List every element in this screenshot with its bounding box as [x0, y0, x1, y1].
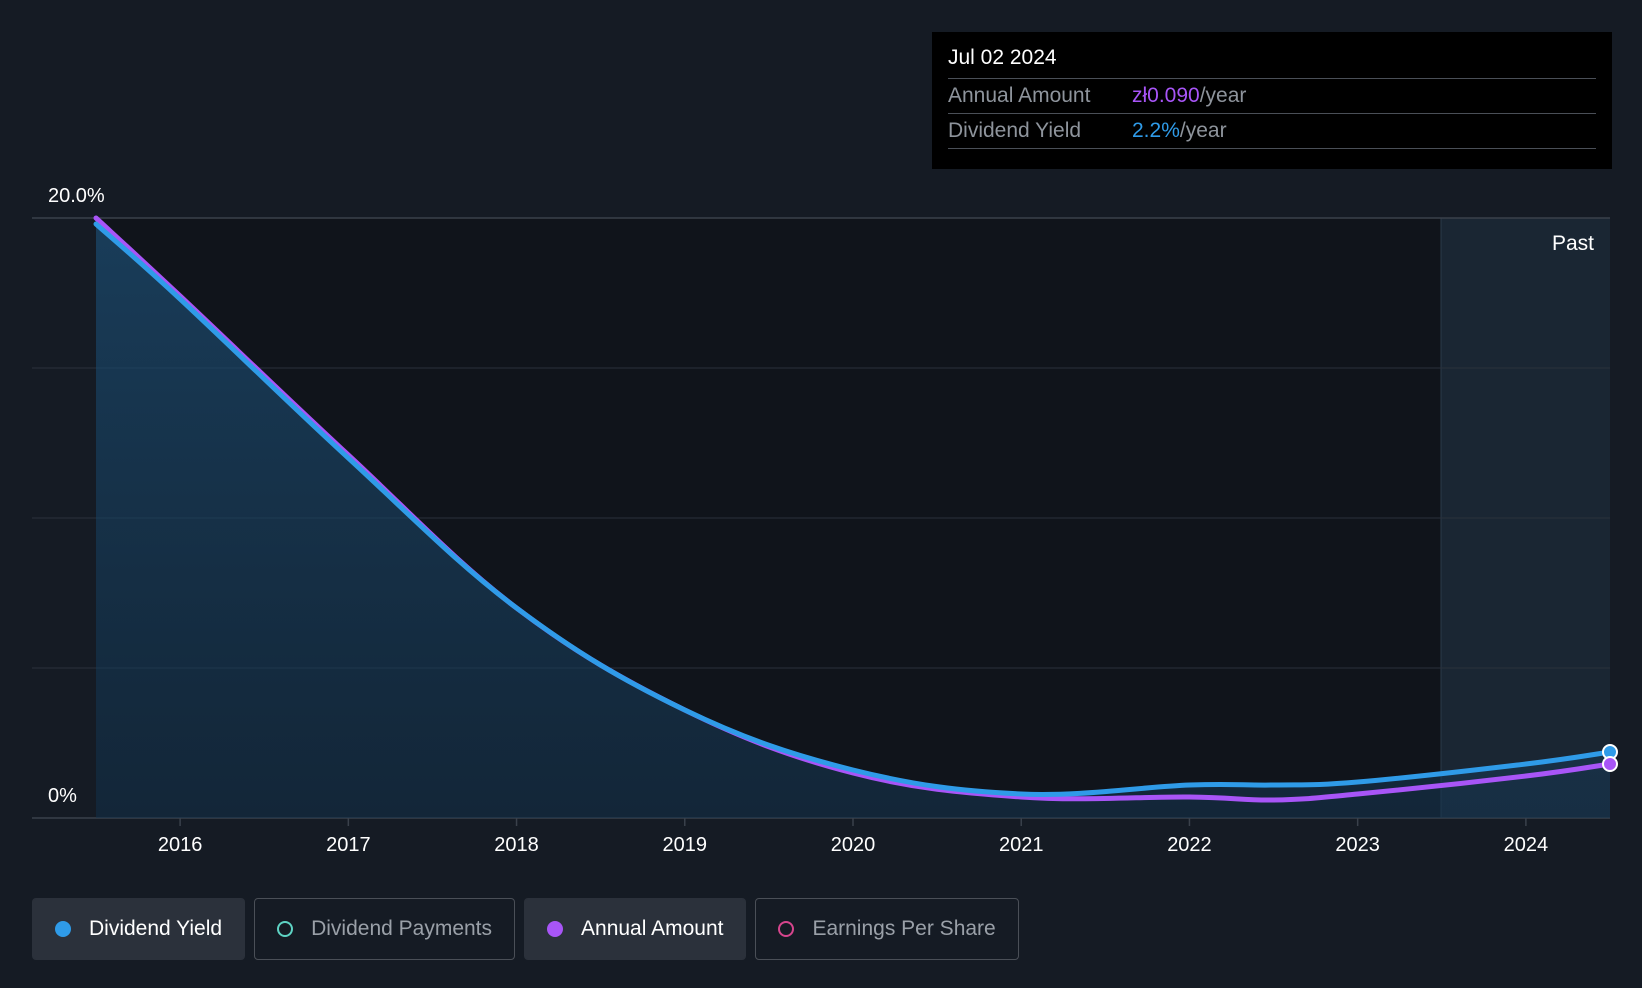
tooltip-row-dividend-yield: Dividend Yield 2.2% /year [948, 114, 1596, 149]
tooltip-label: Annual Amount [948, 84, 1091, 107]
legend-item-earnings-per-share[interactable]: Earnings Per Share [755, 898, 1019, 960]
dividend-chart: 2016 2017 2018 2019 2020 2021 2022 2023 2024 20.… [32, 185, 1618, 856]
legend-dot-icon [277, 921, 294, 937]
tooltip-value: zł0.090 [1132, 84, 1200, 107]
x-tick-label: 2017 [326, 834, 371, 856]
legend-item-dividend-payments[interactable]: Dividend Payments [254, 898, 516, 960]
area-layer [96, 224, 1610, 818]
tooltip-row-annual-amount: Annual Amount zł0.090 /year [948, 79, 1596, 114]
legend-dot-icon [55, 921, 71, 937]
y-tick-label-max: 20.0% [48, 185, 105, 207]
x-axis: 2016 2017 2018 2019 2020 2021 2022 2023 2024 [158, 818, 1548, 856]
legend-dot-icon [547, 921, 564, 937]
legend-label: Dividend Yield [89, 917, 223, 940]
legend-item-annual-amount[interactable]: Annual Amount [524, 898, 747, 960]
series-line-dividend-yield [93, 221, 1613, 797]
legend: Dividend Yield Dividend Payments Annual … [32, 898, 1019, 960]
tooltip-unit: /year [1179, 119, 1227, 142]
x-tick-label: 2024 [1504, 834, 1549, 856]
tooltip-date: Jul 02 2024 [948, 46, 1596, 79]
legend-label: Annual Amount [581, 917, 724, 940]
x-tick-label: 2018 [494, 834, 539, 856]
legend-label: Dividend Payments [311, 917, 493, 940]
y-tick-label-min: 0% [48, 785, 77, 807]
tooltip-label: Dividend Yield [948, 119, 1082, 142]
series-endpoint-annual-amount [1602, 756, 1618, 772]
line-layer [93, 215, 1618, 803]
tooltip-value: 2.2% [1132, 119, 1180, 142]
legend-label: Earnings Per Share [812, 917, 996, 940]
legend-item-dividend-yield[interactable]: Dividend Yield [32, 898, 246, 960]
x-tick-label: 2020 [831, 834, 876, 856]
x-tick-label: 2023 [1335, 834, 1380, 856]
legend-dot-icon [778, 921, 795, 937]
y-axis: 20.0% 0% [48, 185, 105, 807]
tooltip: Jul 02 2024 Annual Amount zł0.090 /year … [932, 32, 1612, 169]
tooltip-unit: /year [1199, 84, 1247, 107]
past-label: Past [1552, 232, 1594, 255]
x-tick-label: 2016 [158, 834, 203, 856]
x-tick-label: 2021 [999, 834, 1044, 856]
x-tick-label: 2022 [1167, 834, 1212, 856]
x-tick-label: 2019 [663, 834, 708, 856]
series-area-dividend-yield [96, 224, 1610, 818]
